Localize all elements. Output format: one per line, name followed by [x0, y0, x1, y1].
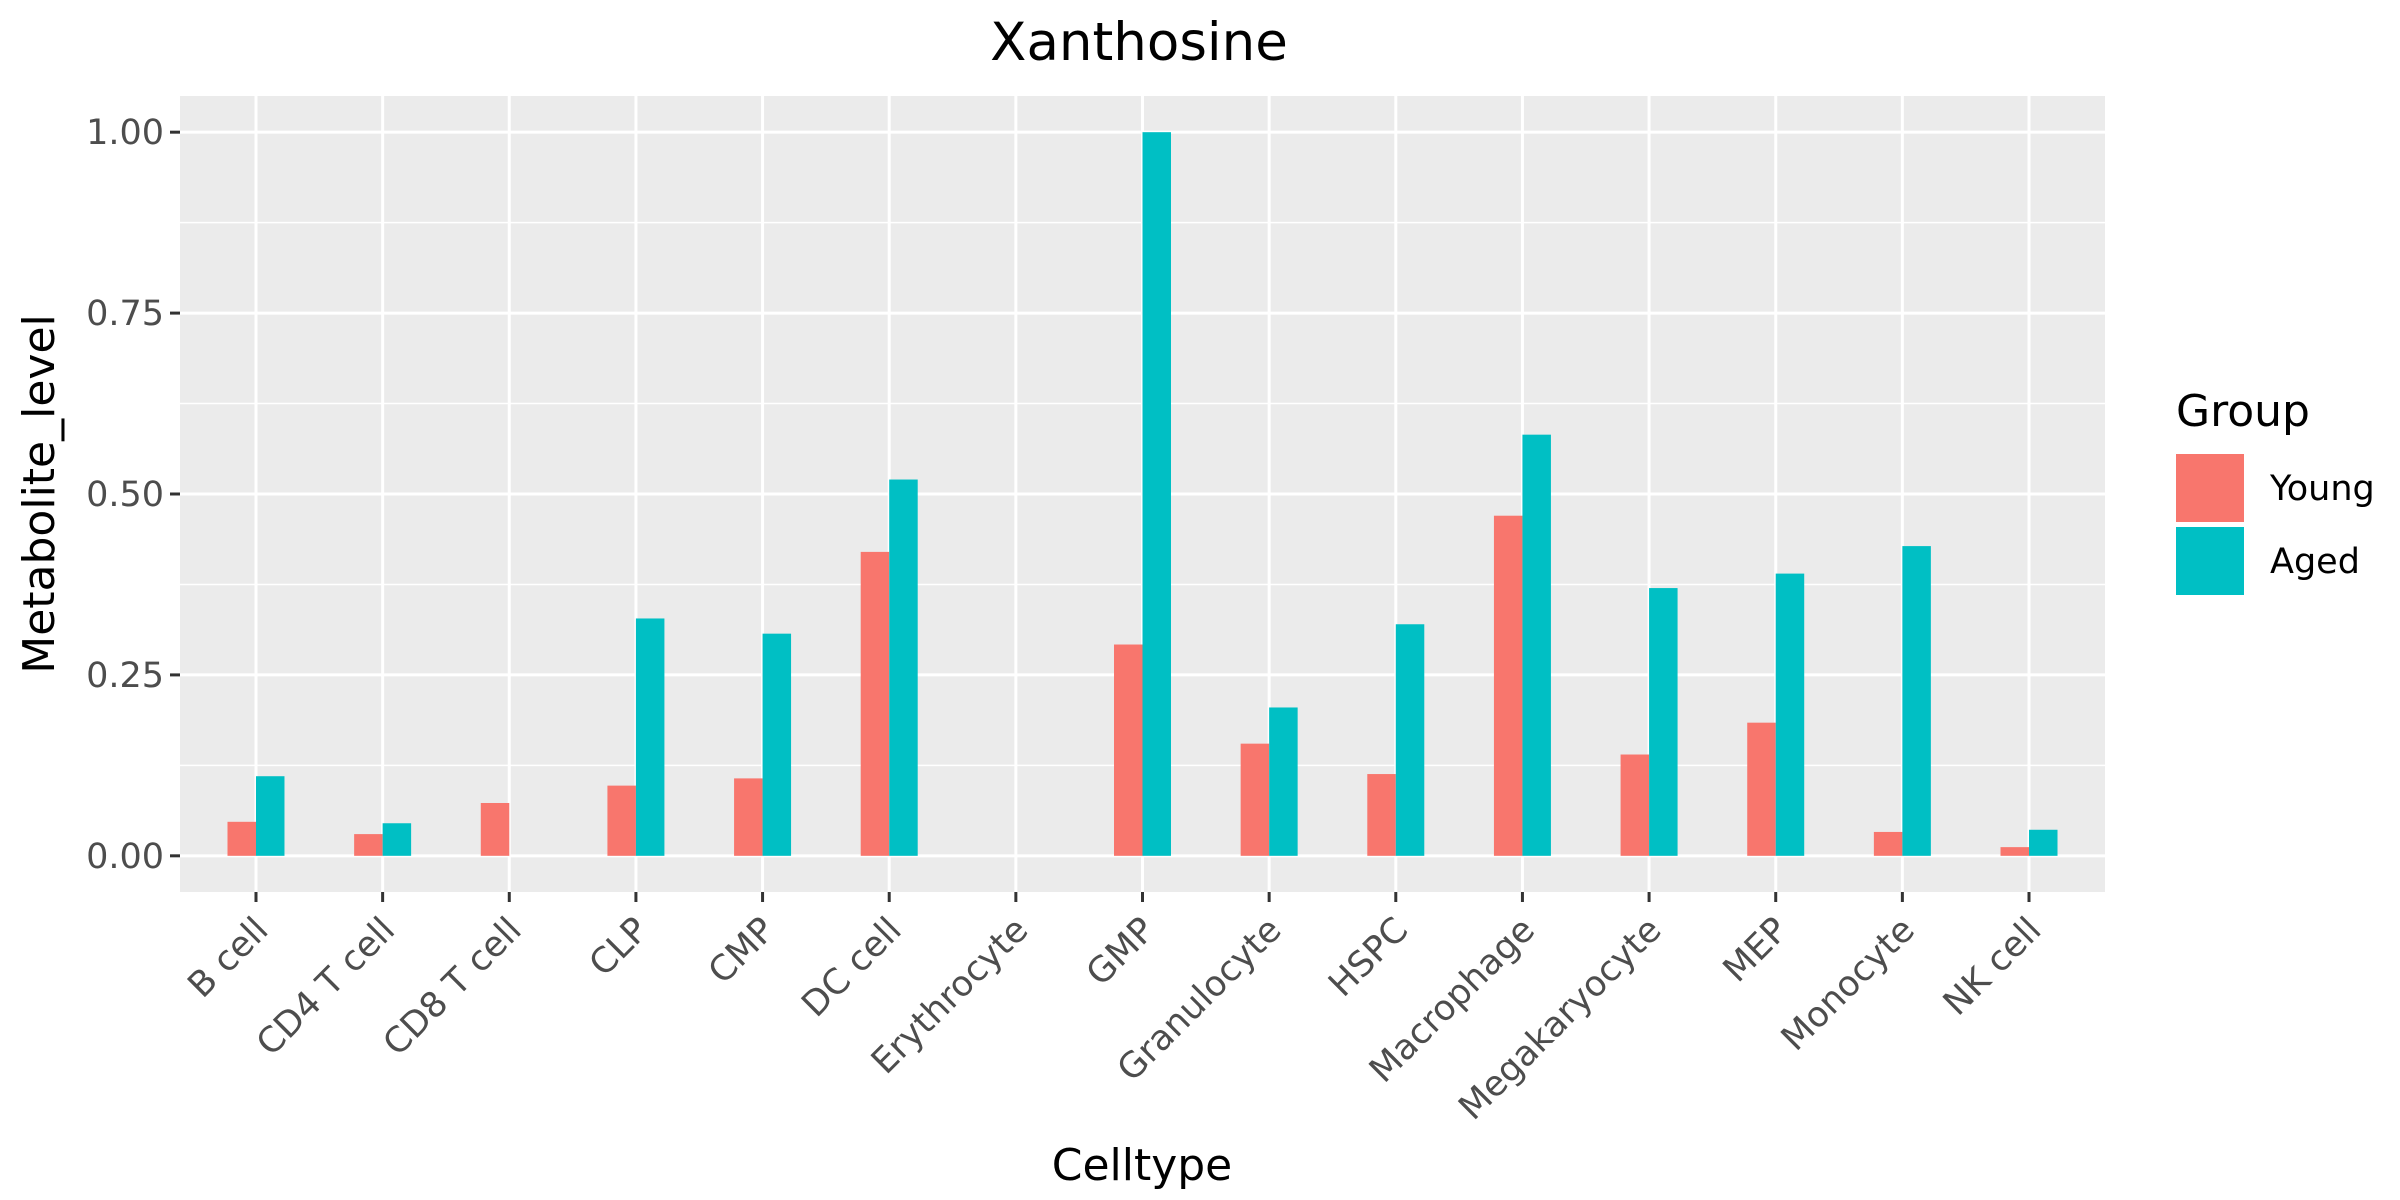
bar-young [1873, 831, 1903, 856]
bar-aged [1522, 434, 1551, 856]
bar-young [227, 821, 256, 856]
bar-aged [762, 633, 792, 856]
legend-label-aged: Aged [2270, 542, 2360, 582]
bar-young [1240, 743, 1270, 856]
x-tick-label: Monocyte [1774, 910, 1923, 1059]
x-tick-label: HSPC [1321, 910, 1416, 1005]
bar-aged [1269, 707, 1298, 856]
legend-label-young: Young [2269, 469, 2375, 509]
y-tick-label: 0.75 [86, 294, 164, 334]
bar-aged [1902, 546, 1931, 856]
x-tick-label: MEP [1716, 910, 1796, 990]
bar-young [1493, 515, 1523, 856]
y-axis: 0.00 0.25 0.50 0.75 1.00 [86, 113, 180, 877]
x-tick-label: CD8 T cell [376, 910, 530, 1064]
y-tick-label: 1.00 [86, 113, 164, 153]
y-tick-label: 0.00 [86, 837, 164, 877]
x-tick-label: DC cell [794, 910, 909, 1025]
bar-young [2000, 847, 2030, 856]
bar-aged [2029, 829, 2058, 856]
bar-aged [255, 776, 285, 856]
bar-young [480, 802, 510, 856]
x-axis-title: Celltype [1052, 1140, 1233, 1191]
legend-key-aged [2176, 527, 2244, 595]
bar-young [1367, 774, 1396, 856]
bar-aged [1142, 132, 1171, 856]
x-tick-label: GMP [1079, 910, 1163, 994]
x-tick-label: NK cell [1936, 910, 2049, 1023]
bar-young [607, 785, 636, 856]
bar-young [1620, 754, 1650, 856]
bar-aged [382, 823, 412, 856]
bar-young [1114, 644, 1143, 856]
y-tick-label: 0.50 [86, 475, 164, 515]
legend-key-young [2176, 454, 2244, 522]
x-tick-label: CMP [701, 910, 783, 992]
chart-title: Xanthosine [990, 12, 1288, 73]
bar-young [354, 834, 383, 856]
bar-aged [1649, 588, 1678, 856]
x-tick-label: CLP [582, 910, 656, 984]
legend: Group Young Aged [2176, 386, 2375, 595]
bar-young [1747, 722, 1776, 856]
legend-title: Group [2176, 386, 2310, 437]
x-tick-label: B cell [181, 910, 277, 1006]
bar-young [734, 778, 763, 856]
bar-aged [1395, 624, 1425, 856]
y-tick-label: 0.25 [86, 656, 164, 696]
bar-aged [1775, 573, 1805, 856]
y-axis-title: Metabolite_level [14, 314, 65, 674]
bar-aged [635, 618, 665, 856]
bar-young [860, 551, 890, 856]
bar-aged [889, 479, 918, 856]
bars [227, 132, 2058, 856]
